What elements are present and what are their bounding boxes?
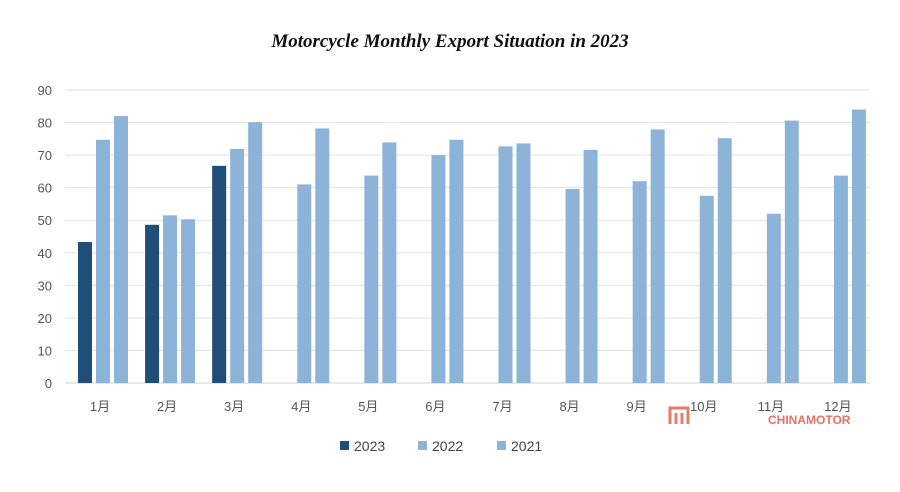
y-tick-label: 80 — [38, 116, 52, 131]
bar-2021-6 — [449, 139, 464, 383]
x-tick-label: 10月 — [690, 399, 717, 414]
bar-2022-5 — [364, 175, 379, 383]
bar-2022-1 — [96, 139, 110, 383]
x-tick-label: 3月 — [224, 399, 244, 414]
bar-2023-1 — [78, 242, 92, 383]
y-tick-label: 50 — [38, 213, 52, 228]
y-tick-label: 40 — [38, 246, 52, 261]
x-tick-label: 1月 — [90, 399, 110, 414]
bar-2023-2 — [145, 224, 160, 383]
chart-title: Motorcycle Monthly Export Situation in 2… — [271, 31, 629, 52]
bar-2021-3 — [248, 122, 263, 383]
legend-swatch-2022 — [418, 441, 427, 450]
bar-2022-9 — [632, 181, 647, 383]
x-tick-label: 4月 — [291, 399, 311, 414]
bar-2021-12 — [851, 109, 866, 384]
y-tick-label: 30 — [38, 278, 52, 293]
x-tick-label: 7月 — [492, 399, 512, 414]
x-tick-label: 12月 — [824, 399, 851, 414]
watermark-text: CHINAMOTOR — [768, 413, 851, 427]
legend-swatch-2021 — [497, 441, 506, 450]
bar-2022-10 — [699, 195, 714, 383]
bar-2021-5 — [382, 142, 397, 383]
bar-2022-2 — [163, 215, 178, 383]
x-tick-label: 9月 — [627, 399, 647, 414]
bar-2021-4 — [315, 128, 330, 383]
bar-2022-8 — [565, 188, 580, 383]
legend-swatch-2023 — [340, 441, 349, 450]
y-tick-label: 70 — [38, 148, 52, 163]
y-tick-label: 60 — [38, 181, 52, 196]
bar-2022-7 — [498, 146, 513, 383]
bar-2021-2 — [181, 219, 196, 383]
bar-2023-3 — [212, 165, 227, 383]
bar-2021-1 — [114, 116, 128, 384]
chinamotor-logo-icon — [668, 406, 690, 424]
y-tick-label: 0 — [45, 376, 52, 391]
y-tick-label: 20 — [38, 311, 52, 326]
y-tick-label: 90 — [38, 83, 52, 98]
bar-2022-11 — [766, 213, 781, 383]
x-tick-label: 6月 — [425, 399, 445, 414]
legend-label-2022: 2022 — [432, 438, 463, 454]
bar-2022-12 — [833, 175, 848, 383]
x-tick-label: 5月 — [358, 399, 378, 414]
y-tick-label: 10 — [38, 343, 52, 358]
legend-label-2021: 2021 — [511, 438, 542, 454]
bar-2021-7 — [516, 143, 531, 383]
bar-2021-8 — [583, 149, 598, 383]
bar-2021-9 — [650, 129, 665, 383]
bar-2022-4 — [297, 184, 312, 383]
legend-label-2023: 2023 — [354, 438, 385, 454]
x-tick-label: 2月 — [157, 399, 177, 414]
bar-2021-10 — [717, 138, 732, 383]
x-tick-label: 8月 — [559, 399, 579, 414]
bar-2022-3 — [230, 148, 245, 383]
x-tick-label: 11月 — [758, 399, 785, 414]
bar-2022-6 — [431, 155, 446, 383]
bar-2021-11 — [784, 120, 799, 383]
